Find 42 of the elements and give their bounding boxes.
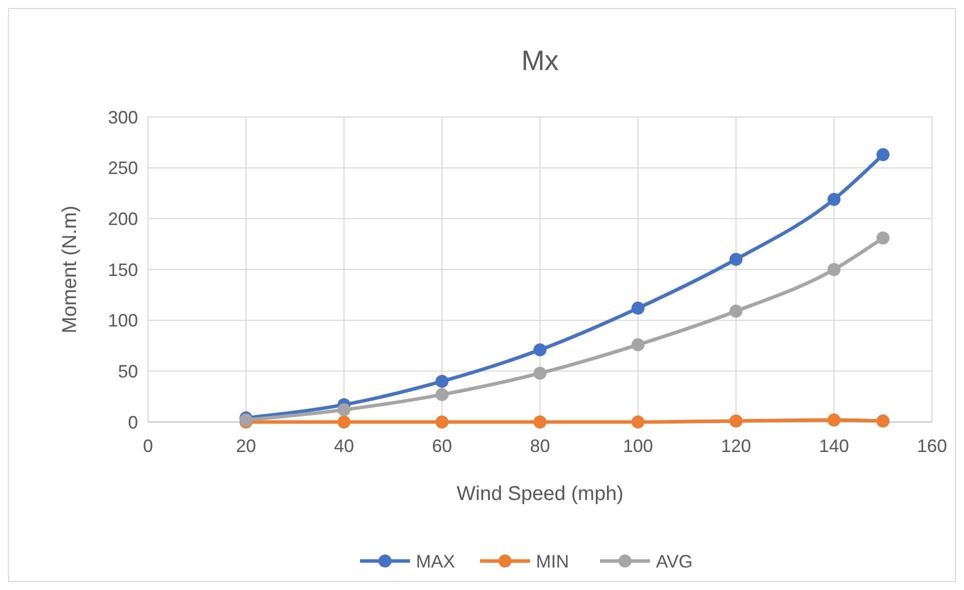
y-tick-label: 200 [108, 208, 138, 229]
point [730, 252, 742, 266]
point [338, 416, 350, 428]
point [436, 388, 448, 402]
y-tick-label: 250 [108, 158, 138, 178]
point [632, 416, 644, 428]
point [632, 338, 644, 352]
x-tick-label: 160 [916, 436, 948, 456]
point [632, 302, 644, 315]
y-tick-label: 100 [108, 310, 138, 331]
legend-label: MIN [536, 551, 569, 572]
x-tick-label: 100 [622, 436, 654, 456]
y-tick-label: 50 [118, 361, 138, 382]
x-tick-label: 60 [432, 436, 452, 456]
point [876, 148, 890, 162]
point [828, 192, 840, 206]
point [876, 414, 890, 428]
y-axis-title: Moment (N.m) [59, 206, 81, 334]
legend-label: MAX [416, 551, 456, 572]
x-axis-title: Wind Speed (mph) [456, 483, 624, 505]
point [534, 343, 546, 356]
x-tick-label: 20 [236, 436, 256, 456]
x-tick-label: 140 [818, 436, 850, 456]
point [436, 374, 448, 388]
point [338, 403, 350, 416]
point [828, 413, 840, 426]
point [730, 414, 742, 428]
point [730, 304, 742, 318]
point [534, 366, 546, 380]
point [828, 263, 840, 276]
point [534, 416, 546, 428]
x-tick-label: 80 [530, 436, 550, 456]
legend-label: AVG [656, 551, 693, 572]
point [876, 231, 890, 244]
chart-title: Mx [521, 45, 559, 76]
x-tick-label: 40 [334, 436, 354, 456]
x-tick-label: 120 [720, 436, 752, 456]
point [436, 416, 448, 428]
y-tick-label: 300 [108, 107, 138, 128]
x-tick-label: 0 [142, 436, 154, 456]
y-tick-label: 150 [108, 260, 138, 280]
y-tick-label: 0 [128, 412, 138, 432]
